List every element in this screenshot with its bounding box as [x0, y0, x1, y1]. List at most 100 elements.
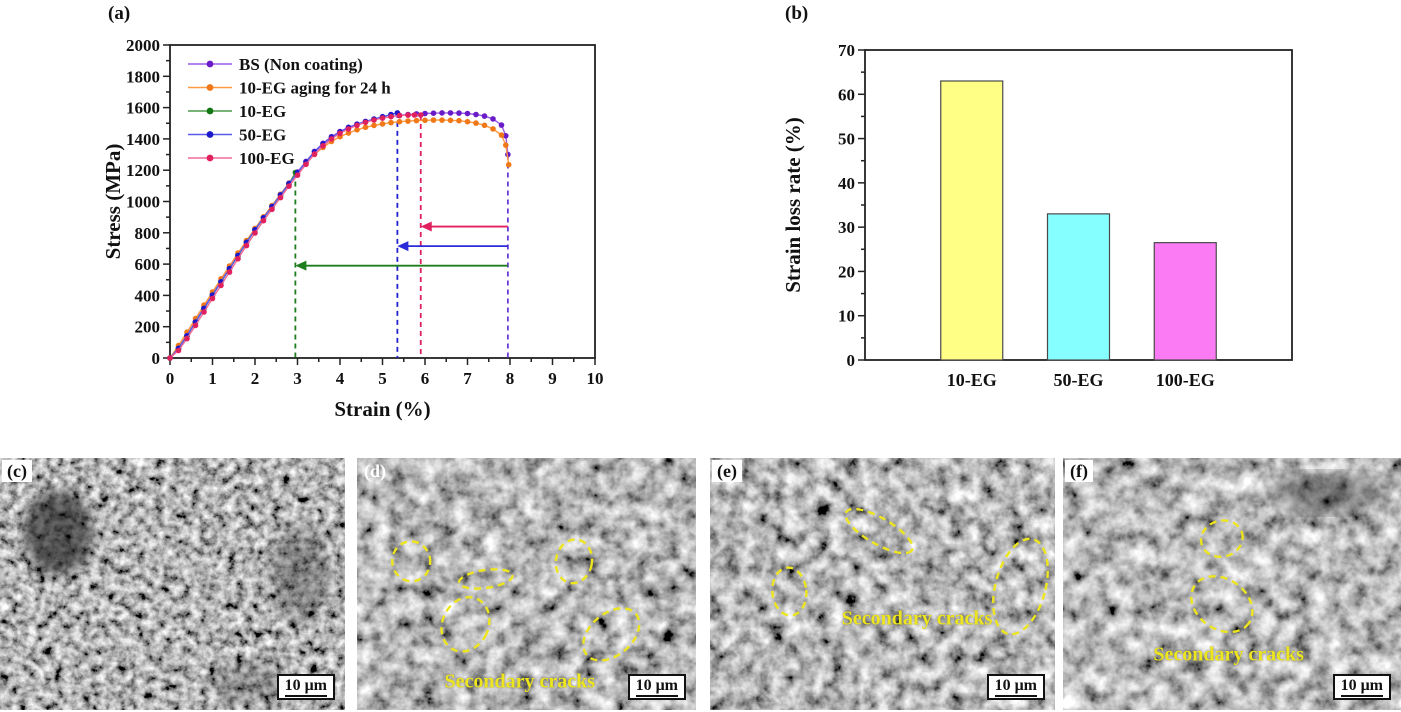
- series-marker: [175, 347, 182, 354]
- category-label: 10-EG: [947, 370, 997, 390]
- sem-image-d: [357, 458, 696, 710]
- y-tick-label: 30: [838, 218, 855, 237]
- series-marker: [252, 230, 258, 236]
- series-marker: [201, 309, 207, 315]
- sem-panel-f: (f) Secondary cracks 10 μm: [1063, 458, 1401, 710]
- y-tick-label: 50: [838, 130, 855, 149]
- series-marker: [286, 183, 292, 189]
- legend-label: 10-EG: [239, 102, 286, 121]
- series-marker: [411, 112, 418, 118]
- series-marker: [371, 122, 377, 129]
- series-line: [169, 112, 398, 359]
- series-marker: [362, 119, 369, 126]
- y-axis-label: Strain loss rate (%): [781, 117, 805, 293]
- scale-bar-text: 10 μm: [284, 677, 327, 697]
- series-marker: [505, 161, 512, 168]
- series-marker: [218, 282, 224, 289]
- series-marker: [439, 117, 445, 123]
- scale-bar-text: 10 μm: [994, 677, 1037, 697]
- secondary-crack-ellipse: [457, 568, 514, 590]
- series-marker: [379, 115, 386, 121]
- series-marker: [473, 111, 479, 118]
- sem-image-e: [710, 458, 1055, 710]
- series-marker: [345, 126, 352, 132]
- series-marker: [481, 113, 488, 119]
- legend-marker: [206, 107, 214, 115]
- series-marker: [490, 126, 496, 132]
- series-marker: [503, 133, 509, 139]
- category-label: 100-EG: [1156, 370, 1215, 390]
- x-tick-label: 0: [166, 369, 175, 388]
- x-tick-label: 1: [208, 369, 217, 388]
- series-marker: [456, 110, 462, 116]
- scale-bar-text: 10 μm: [1340, 677, 1383, 697]
- crack-annotations-d: [391, 538, 641, 662]
- strain-loss-arrowhead: [420, 221, 432, 232]
- series-marker: [167, 355, 173, 361]
- series-marker: [209, 295, 216, 302]
- series-marker: [464, 118, 471, 125]
- series-marker: [447, 117, 454, 124]
- strain-loss-bar-chart: 0 10 20 30 40 50 60 70 Strain loss rate (%) 10-EG…: [781, 41, 1293, 390]
- legend-marker: [206, 131, 214, 138]
- strain-loss-arrowhead: [397, 241, 409, 252]
- panel-e-label: (e): [712, 460, 742, 482]
- y-tick-label: 20: [838, 262, 855, 281]
- y-tick-label: 60: [838, 85, 855, 104]
- series-marker: [260, 217, 267, 224]
- secondary-crack-ellipse: [1190, 575, 1254, 634]
- legend-marker: [206, 84, 214, 91]
- series-marker: [430, 110, 437, 116]
- secondary-cracks-text: Secondary cracks: [1153, 643, 1304, 666]
- secondary-crack-ellipse: [440, 595, 491, 653]
- sem-panel-e: (e) Secondary cracks 10 μm: [710, 458, 1055, 710]
- x-tick-label: 8: [506, 369, 515, 388]
- sem-void-blob: [210, 661, 290, 705]
- y-tick-label: 0: [152, 349, 161, 368]
- y-tick-label: 0: [847, 351, 856, 370]
- series-marker: [294, 172, 301, 178]
- y-tick-label: 2000: [126, 36, 160, 55]
- bar-100-EG: [1153, 242, 1217, 361]
- panel-d-label: (d): [364, 461, 386, 481]
- series-marker: [498, 122, 505, 128]
- y-tick-label: 10: [838, 307, 855, 326]
- y-tick-label: 800: [135, 224, 161, 243]
- series-marker: [226, 269, 233, 275]
- y-tick-label: 200: [135, 318, 161, 337]
- secondary-cracks-text: Secondary cracks: [841, 607, 993, 630]
- secondary-crack-ellipse: [1199, 519, 1244, 559]
- x-tick-label: 5: [378, 369, 387, 388]
- series-marker: [354, 122, 360, 129]
- series-marker: [362, 124, 369, 131]
- y-tick-label: 1200: [126, 161, 160, 180]
- secondary-crack-ellipse: [771, 566, 808, 617]
- series-marker: [439, 110, 445, 116]
- secondary-crack-ellipse: [844, 507, 914, 555]
- series-line: [169, 119, 510, 359]
- x-tick-label: 10: [587, 369, 604, 388]
- x-tick-label: 9: [548, 369, 557, 388]
- bar-10-EG: [940, 80, 1004, 361]
- secondary-cracks-text: Secondary cracks: [444, 670, 595, 693]
- category-label: 50-EG: [1053, 370, 1103, 390]
- series-marker: [430, 117, 437, 123]
- series-marker: [354, 127, 360, 133]
- panel-c-label: (c): [2, 460, 32, 482]
- series-marker: [498, 132, 505, 138]
- series-marker: [311, 151, 318, 157]
- panel-a-label: (a): [108, 3, 131, 24]
- series-marker: [388, 119, 394, 126]
- scale-bar: 10 μm: [627, 674, 686, 700]
- series-marker: [447, 110, 454, 116]
- series-marker: [345, 130, 352, 136]
- sem-panel-d: (d) Secondary cracks 10 μm: [357, 458, 696, 710]
- legend-label: 10-EG aging for 24 h: [239, 79, 391, 98]
- sem-image-f: [1063, 458, 1401, 710]
- series-marker: [422, 110, 428, 117]
- x-tick-label: 2: [251, 369, 260, 388]
- y-tick-label: 400: [135, 286, 161, 305]
- scale-bar-text: 10 μm: [635, 677, 678, 697]
- y-tick-label: 600: [135, 255, 161, 274]
